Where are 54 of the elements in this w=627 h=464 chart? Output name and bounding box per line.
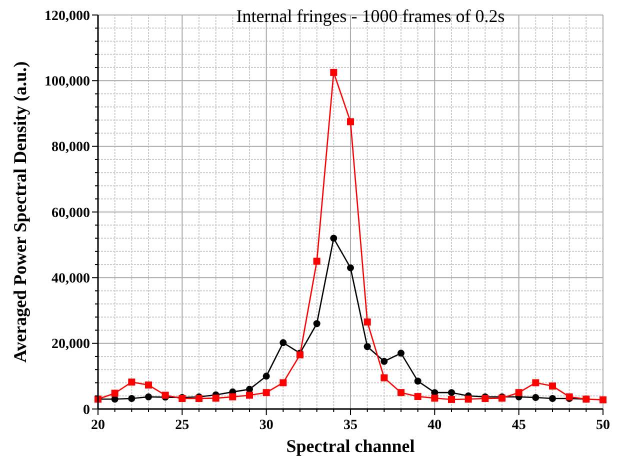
point: [347, 118, 354, 126]
point: [600, 396, 606, 404]
x-axis-title: Spectral channel: [286, 436, 415, 456]
point: [532, 379, 540, 386]
point: [448, 396, 455, 403]
y-tick-label: 0: [83, 402, 90, 418]
point: [549, 382, 556, 390]
y-tick-label: 120,000: [44, 8, 90, 24]
x-tick-label: 50: [596, 418, 610, 433]
y-tick-label: 40,000: [52, 272, 90, 287]
point: [128, 394, 136, 402]
point: [128, 378, 136, 386]
y-tick-label: 80,000: [52, 140, 90, 156]
point: [364, 343, 371, 350]
y-tick-label: 100,000: [44, 74, 90, 90]
point: [380, 358, 388, 365]
x-tick-label: 35: [344, 418, 358, 433]
point: [364, 318, 371, 326]
point: [330, 68, 338, 76]
point: [262, 372, 270, 380]
point: [549, 394, 556, 402]
point: [464, 396, 472, 403]
point: [280, 379, 287, 386]
point: [111, 396, 118, 403]
point: [398, 350, 404, 357]
x-tick-label: 25: [175, 418, 190, 433]
y-tick-label: 20,000: [52, 337, 90, 352]
point: [280, 339, 287, 346]
point: [246, 392, 253, 399]
point: [414, 393, 422, 400]
point: [145, 382, 152, 389]
x-tick-label: 30: [259, 418, 274, 433]
point: [448, 389, 455, 396]
point: [431, 394, 438, 402]
point: [532, 394, 540, 402]
x-tick-label: 20: [91, 418, 105, 433]
point: [380, 374, 388, 382]
point: [111, 390, 118, 397]
y-axis-title: Averaged Power Spectral Density (a.u.): [10, 61, 30, 363]
point: [330, 234, 338, 242]
point: [212, 394, 220, 402]
point: [398, 389, 404, 396]
x-tick-label: 40: [428, 418, 442, 433]
point: [313, 320, 320, 328]
point: [515, 389, 522, 396]
point: [262, 389, 270, 396]
point: [414, 378, 422, 385]
point: [347, 264, 354, 272]
point: [313, 258, 320, 265]
chart-title: Internal fringes - 1000 frames of 0.2s: [236, 6, 505, 26]
point: [229, 393, 236, 400]
y-tick-label: 60,000: [52, 206, 90, 221]
x-tick-label: 45: [512, 418, 526, 433]
point: [145, 393, 152, 400]
